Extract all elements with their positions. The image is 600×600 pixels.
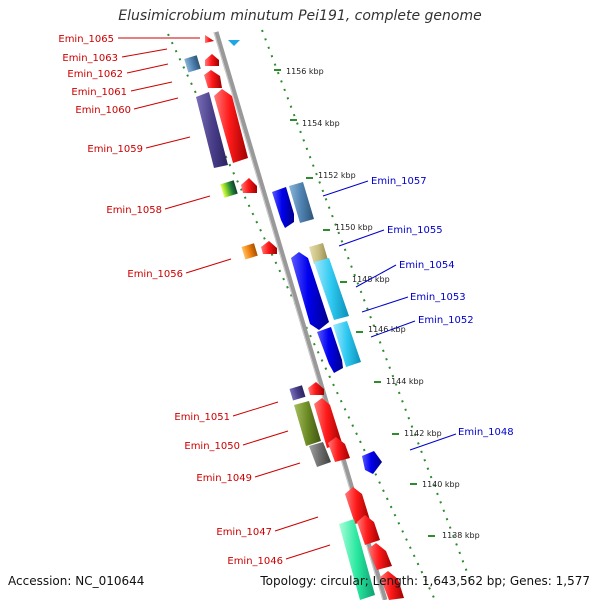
scale-ticks xyxy=(274,69,435,537)
gene-arrow[interactable] xyxy=(317,327,343,373)
gene-label-left[interactable]: Emin_1050 xyxy=(184,441,240,452)
right-gene-labels: Emin_1057 Emin_1055 Emin_1054 Emin_1053 … xyxy=(371,176,514,438)
gene-arrow[interactable] xyxy=(204,70,222,88)
gene-arrow[interactable] xyxy=(328,437,350,462)
gene-label-right[interactable]: Emin_1057 xyxy=(371,176,427,187)
gene-block[interactable] xyxy=(309,243,328,264)
scale-label: 1142 kbp xyxy=(404,429,442,438)
gene-arrow[interactable] xyxy=(380,571,404,600)
gene-arrow[interactable] xyxy=(261,241,277,254)
gene-label-right[interactable]: Emin_1052 xyxy=(418,315,474,326)
gene-block[interactable] xyxy=(220,180,238,198)
gene-label-left[interactable]: Emin_1056 xyxy=(127,269,183,280)
gene-arrow[interactable] xyxy=(272,187,294,228)
gene-block[interactable] xyxy=(184,55,201,73)
gene-arrow[interactable] xyxy=(308,382,324,395)
accession-text: Accession: NC_010644 xyxy=(8,574,145,588)
gene-arrow[interactable] xyxy=(314,398,342,448)
gene-label-left[interactable]: Emin_1065 xyxy=(58,34,114,45)
gene-label-right[interactable]: Emin_1053 xyxy=(410,292,466,303)
gene-block[interactable] xyxy=(314,258,349,320)
gene-block[interactable] xyxy=(196,92,228,168)
left-label-connectors xyxy=(118,37,331,560)
gene-block[interactable] xyxy=(289,385,306,401)
gene-arrow[interactable] xyxy=(205,54,219,66)
gene-label-left[interactable]: Emin_1062 xyxy=(67,69,123,80)
gene-label-left[interactable]: Emin_1058 xyxy=(106,205,162,216)
scale-label: 1144 kbp xyxy=(386,377,424,386)
left-strand-genes xyxy=(184,35,404,600)
gene-label-left[interactable]: Emin_1049 xyxy=(196,473,252,484)
scale-label: 1146 kbp xyxy=(368,325,406,334)
gene-label-left[interactable]: Emin_1060 xyxy=(75,105,131,116)
right-label-connectors xyxy=(322,180,457,451)
gene-arrow[interactable] xyxy=(291,252,329,330)
left-gene-labels: Emin_1065 Emin_1063 Emin_1062 Emin_1061 … xyxy=(58,34,283,567)
gene-block[interactable] xyxy=(333,321,361,367)
gene-label-left[interactable]: Emin_1047 xyxy=(216,527,272,538)
scale-label: 1152 kbp xyxy=(318,171,356,180)
gene-arrow[interactable] xyxy=(241,178,257,193)
scale-label: 1148 kbp xyxy=(352,275,390,284)
gene-label-left[interactable]: Emin_1063 xyxy=(62,53,118,64)
genome-stats-text: Topology: circular; Length: 1,643,562 bp… xyxy=(260,574,590,588)
gene-arrow[interactable] xyxy=(368,543,392,570)
right-strand-genes xyxy=(228,40,382,474)
gene-label-left[interactable]: Emin_1059 xyxy=(87,144,143,155)
gene-label-left[interactable]: Emin_1046 xyxy=(227,556,283,567)
gene-label-right[interactable]: Emin_1048 xyxy=(458,427,514,438)
scale-label: 1154 kbp xyxy=(302,119,340,128)
scale-label: 1140 kbp xyxy=(422,480,460,489)
gene-block[interactable] xyxy=(339,519,375,600)
gene-label-left[interactable]: Emin_1051 xyxy=(174,412,230,423)
gene-label-left[interactable]: Emin_1061 xyxy=(71,87,127,98)
scale-label: 1150 kbp xyxy=(335,223,373,232)
gene-arrow[interactable] xyxy=(362,451,382,474)
gene-block[interactable] xyxy=(294,401,321,446)
gene-label-right[interactable]: Emin_1055 xyxy=(387,225,443,236)
scale-label: 1156 kbp xyxy=(286,67,324,76)
gene-block[interactable] xyxy=(289,182,314,223)
outer-track-line xyxy=(261,29,471,581)
scale-label: 1138 kbp xyxy=(442,531,480,540)
scale-labels: 1156 kbp 1154 kbp 1152 kbp 1150 kbp 1148… xyxy=(286,67,480,540)
gene-arrow[interactable] xyxy=(357,515,380,545)
gene-arrow[interactable] xyxy=(228,40,240,46)
map-title: Elusimicrobium minutum Pei191, complete … xyxy=(118,8,482,24)
gene-block[interactable] xyxy=(241,243,258,260)
gene-label-right[interactable]: Emin_1054 xyxy=(399,260,455,271)
gene-block[interactable] xyxy=(309,442,331,467)
gene-arrow[interactable] xyxy=(214,89,248,163)
gene-arrow[interactable] xyxy=(205,35,214,43)
gene-arrow[interactable] xyxy=(345,487,370,524)
